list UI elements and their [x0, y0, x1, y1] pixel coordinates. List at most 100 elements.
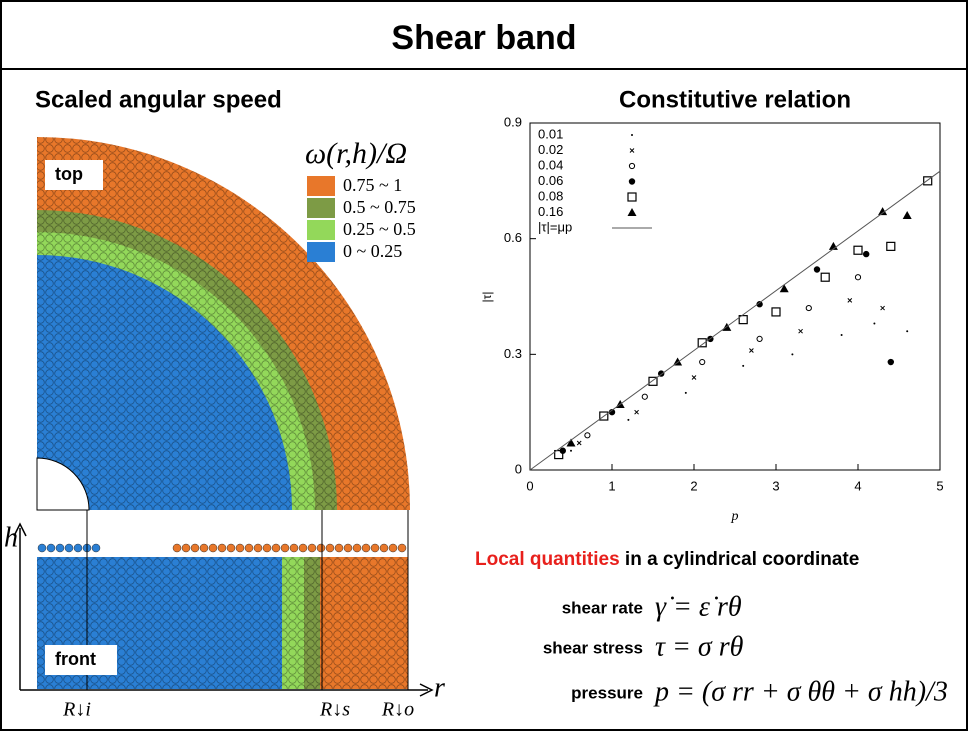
x-tick-label: 2 [690, 478, 697, 493]
x-tick-label: 1 [608, 478, 615, 493]
quantity-label: shear stress [543, 638, 643, 657]
grain [298, 543, 308, 553]
grain [190, 543, 200, 553]
x-tick-label: 0 [526, 478, 533, 493]
grain [37, 543, 47, 553]
grain [388, 543, 398, 553]
grain [316, 543, 326, 553]
legend-swatch [307, 242, 335, 262]
radius-label: R↓o [381, 699, 414, 721]
grain [208, 543, 218, 553]
grain [271, 543, 281, 553]
legend-swatch [307, 176, 335, 196]
grain [307, 543, 317, 553]
grain [226, 543, 236, 553]
point [791, 353, 794, 356]
grain [55, 543, 65, 553]
y-tick-label: 0 [515, 461, 522, 476]
radius-label: R↓s [319, 699, 350, 721]
quantity-formula: γ̇ = ε̇ rθ [655, 591, 742, 622]
point [878, 207, 888, 216]
y-tick-label: 0.3 [504, 346, 522, 361]
point [853, 245, 863, 255]
point [873, 322, 876, 325]
grain [46, 543, 56, 553]
grain [199, 543, 209, 553]
y-axis-label: |τ| [480, 292, 494, 303]
legend-label: 0.08 [538, 188, 563, 203]
point [798, 328, 803, 334]
legend-label: 0.06 [538, 173, 563, 188]
radius-label: R↓i [62, 699, 91, 721]
point [771, 307, 781, 317]
point [863, 250, 870, 258]
point [627, 418, 630, 421]
chart-title: Constitutive relation [619, 86, 851, 113]
legend-label: 0.75 ~ 1 [343, 175, 402, 195]
grain [217, 543, 227, 553]
grain [370, 543, 380, 553]
plot-frame [529, 122, 941, 471]
point [887, 358, 894, 366]
point [634, 409, 639, 415]
legend-label: 0 ~ 0.25 [343, 241, 402, 261]
point [923, 176, 933, 186]
point [820, 272, 830, 282]
point [628, 162, 636, 170]
point [648, 376, 658, 386]
y-tick-label: 0.9 [504, 114, 522, 129]
grain [352, 543, 362, 553]
point [749, 348, 754, 353]
panel-title: Scaled angular speed [35, 86, 282, 113]
heading-highlight: Local quantities [475, 549, 620, 570]
grain [244, 543, 254, 553]
point [813, 266, 821, 273]
grain [361, 543, 371, 553]
grain-texture [37, 137, 410, 510]
quantity-label: shear rate [562, 598, 643, 617]
inner-cylinder [36, 457, 90, 511]
point [631, 134, 633, 136]
grain [379, 543, 389, 553]
point [570, 449, 572, 452]
point [697, 338, 707, 348]
point [576, 440, 582, 446]
legend-label: 0.25 ~ 0.5 [343, 219, 416, 239]
grain [262, 543, 272, 553]
region-label: front [55, 649, 96, 669]
h-arrow [13, 522, 27, 537]
grain [325, 543, 335, 553]
point [756, 301, 763, 308]
heading-rest: in a cylindrical coordinate [620, 549, 860, 570]
point [805, 304, 812, 312]
point [756, 335, 763, 343]
region-label-box [45, 645, 117, 675]
grain [73, 543, 83, 553]
x-axis-label: p [731, 509, 739, 524]
r-arrow [419, 683, 434, 697]
quantity-formula: τ = σ rθ [655, 631, 744, 662]
point [684, 391, 687, 394]
x-tick-label: 3 [772, 478, 779, 493]
point [779, 284, 789, 293]
region-label-box [45, 160, 103, 190]
point [641, 393, 648, 400]
grain [91, 543, 101, 553]
legend-label: 0.5 ~ 0.75 [343, 197, 416, 217]
point [880, 305, 885, 311]
point [627, 208, 637, 216]
grain [253, 543, 263, 553]
region-label: top [55, 164, 83, 184]
legend-label: 0.04 [538, 157, 563, 172]
point [608, 408, 616, 416]
grain [343, 543, 353, 553]
grain [397, 543, 407, 553]
grain [235, 543, 245, 553]
fit-line [529, 170, 941, 471]
point [699, 358, 706, 366]
quantity-formula: p = (σ rr + σ θθ + σ hh)/3 [653, 676, 948, 707]
point [847, 298, 853, 303]
point [584, 432, 591, 439]
